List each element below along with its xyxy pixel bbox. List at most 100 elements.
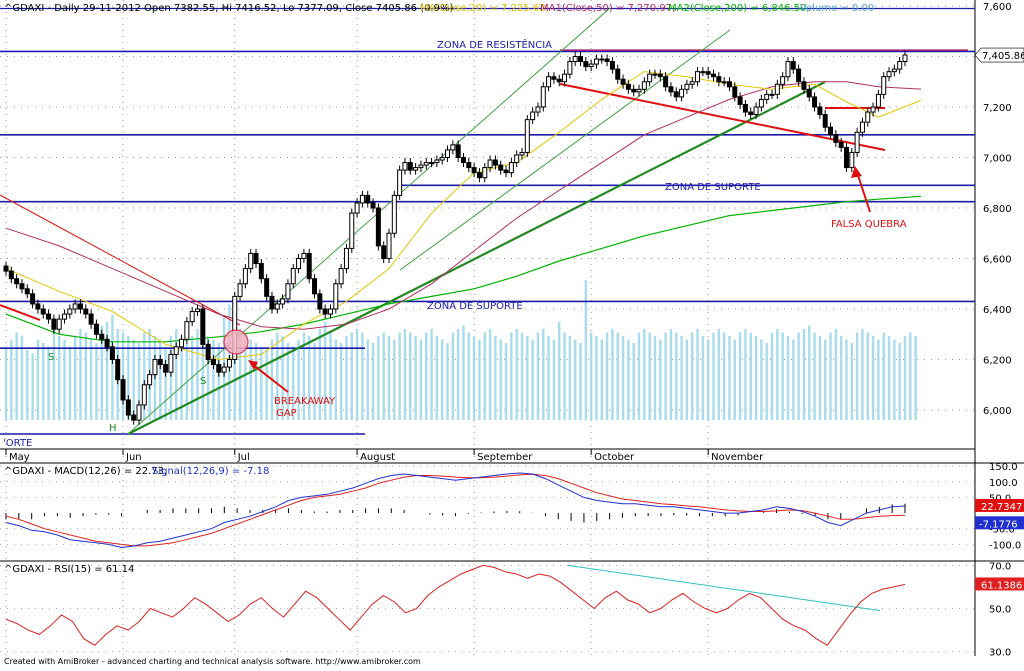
candle-body [620, 78, 626, 85]
volume-bar [526, 336, 529, 420]
macd-tick-label: 150.0 [989, 462, 1018, 473]
volume-bar [568, 336, 572, 420]
last-price-badge [974, 47, 1024, 63]
month-label: September [477, 452, 533, 463]
volume-bar [605, 332, 609, 420]
candle-body [780, 76, 786, 85]
price-tick-label: 6,200 [983, 356, 1012, 367]
candle-body [588, 63, 594, 68]
volume-bar [89, 339, 93, 420]
volume-bar [504, 343, 508, 420]
candle-body [865, 111, 871, 123]
candle-body [492, 159, 498, 166]
volume-bar [887, 336, 891, 420]
candle-body [19, 283, 25, 290]
uptrend-line [127, 81, 826, 435]
candle-body [875, 93, 881, 108]
volume-bar [728, 336, 731, 420]
volume-bar [164, 346, 167, 420]
volume-bar [786, 336, 790, 420]
candle-body [737, 96, 743, 105]
candle-body [402, 162, 408, 171]
candle-body [264, 278, 270, 297]
volume-bar [366, 339, 369, 420]
candle-body [859, 121, 865, 133]
macd-badge [975, 498, 1024, 512]
volume-bar [419, 339, 423, 420]
zona-resistencia-label: ZONA DE RESISTÊNCIA [437, 38, 552, 51]
candle-body [897, 61, 903, 70]
volume-bar [701, 336, 705, 420]
candle-body [434, 159, 440, 164]
volume-bar [414, 336, 417, 420]
candle-body [668, 86, 674, 93]
volume-bar [276, 332, 279, 420]
volume-bar [717, 329, 721, 420]
candle-body [615, 68, 621, 80]
candle-body [742, 103, 748, 113]
rsi-title: ^GDAXI - RSI(15) = 61.14 [4, 564, 134, 575]
zona-suporte-upper-label: ZONA DE SUPORTE [665, 182, 761, 193]
volume-bar [79, 329, 82, 420]
volume-bar [744, 329, 747, 420]
candle-body [753, 106, 759, 116]
candle-body [599, 58, 605, 61]
volume-bar [627, 339, 630, 420]
candle-body [104, 338, 110, 348]
candle-body [210, 359, 216, 366]
candle-body [8, 270, 14, 280]
month-label: November [711, 452, 764, 463]
candle-body [413, 167, 419, 171]
candle-body [296, 258, 302, 270]
volume-bar [350, 332, 353, 420]
candle-body [136, 404, 142, 421]
volume-bar [63, 339, 66, 420]
candle-body [338, 268, 344, 285]
candle-body [274, 303, 280, 310]
volume-bar [403, 329, 407, 420]
candle-body [258, 263, 264, 280]
macd-tick-label: 100.0 [989, 478, 1018, 489]
volume-bar [664, 332, 667, 420]
candle-body [519, 151, 525, 156]
volume-bar [722, 332, 726, 420]
volume-bar [143, 332, 146, 420]
candle-body [147, 374, 153, 386]
candle-body [886, 71, 892, 78]
candle-body [51, 318, 57, 330]
candle-body [173, 346, 179, 355]
candle-body [503, 169, 509, 174]
candle-body [205, 343, 211, 361]
candle-body [232, 295, 238, 360]
candle-body [131, 414, 137, 421]
candle-body [418, 164, 424, 169]
candle-body [881, 76, 887, 95]
candle-body [46, 313, 52, 320]
volume-bar [621, 336, 625, 420]
candle-body [460, 157, 466, 164]
volume-bar [648, 332, 651, 420]
volume-bar [308, 336, 311, 420]
volume-bar [73, 336, 77, 420]
candle-body [72, 303, 78, 310]
candle-body [3, 265, 9, 272]
candle-body [24, 288, 30, 295]
volume-bar [132, 339, 135, 420]
candle-body [397, 169, 403, 196]
volume-bar [42, 343, 45, 420]
volume-bar [675, 332, 678, 420]
candle-body [301, 252, 307, 259]
volume-bar [467, 332, 470, 420]
candle-body [67, 308, 73, 315]
candle-body [647, 73, 653, 83]
breakaway-label-1: BREAKAWAY [274, 396, 336, 407]
ma20-legend: MA(Close,20) = 7,225.62, [420, 3, 549, 14]
macd-tick-label: -50.0 [989, 525, 1015, 536]
volume-bar [52, 329, 56, 420]
volume-bar [802, 329, 806, 420]
breakaway-arrow-head [248, 360, 258, 370]
candle-body [306, 252, 312, 280]
volume-bar [339, 343, 343, 420]
month-label: August [360, 452, 395, 463]
volume-bar [829, 332, 832, 420]
